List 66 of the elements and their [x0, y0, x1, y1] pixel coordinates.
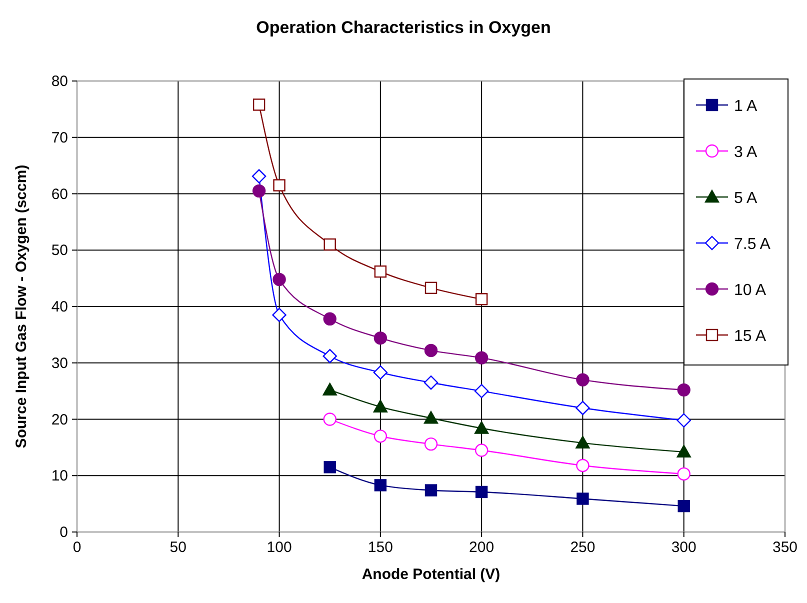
point: [273, 179, 286, 192]
point: [324, 461, 336, 474]
x-tick-label: 150: [368, 539, 393, 556]
x-tick-label: 350: [772, 539, 798, 556]
x-axis-title: Anode Potential (V): [362, 566, 500, 583]
point: [374, 479, 387, 492]
point: [374, 430, 388, 443]
point: [576, 373, 590, 386]
point: [576, 492, 589, 505]
point: [424, 411, 438, 424]
point: [424, 376, 438, 390]
point: [324, 238, 336, 251]
legend-label: 15 A: [734, 328, 766, 345]
point: [252, 98, 266, 111]
y-tick-label: 40: [51, 298, 68, 316]
y-tick-label: 50: [51, 242, 68, 260]
point: [474, 444, 488, 457]
point: [676, 444, 691, 458]
point: [322, 349, 337, 364]
x-tick-label: 200: [469, 539, 494, 556]
point: [677, 467, 690, 481]
x-tick-label: 300: [671, 539, 696, 556]
legend-label: 10 A: [734, 282, 766, 299]
point: [373, 365, 388, 380]
point: [373, 400, 388, 412]
x-tick-label: 50: [170, 539, 186, 556]
point: [576, 458, 590, 472]
point: [475, 293, 488, 306]
y-axis-title: Source Input Gas Flow - Oxygen (sccm): [13, 164, 30, 448]
point: [474, 384, 489, 398]
point: [322, 382, 337, 396]
point: [676, 413, 691, 428]
point: [474, 351, 488, 364]
x-tick-label: 0: [72, 539, 82, 556]
point: [252, 169, 266, 184]
point: [252, 184, 266, 198]
point: [474, 421, 489, 434]
point: [374, 331, 388, 345]
point: [576, 436, 590, 449]
x-tick-label: 100: [266, 539, 292, 556]
y-tick-label: 30: [51, 354, 68, 372]
point: [424, 344, 438, 358]
y-tick-label: 20: [51, 411, 68, 428]
legend-label: 5 A: [734, 190, 758, 207]
point: [323, 312, 336, 326]
y-tick-label: 60: [51, 186, 68, 203]
point: [678, 500, 690, 512]
point: [323, 412, 336, 426]
point: [424, 484, 438, 496]
point: [677, 383, 690, 397]
point: [272, 272, 286, 286]
point: [374, 265, 387, 278]
point: [576, 400, 590, 416]
y-tick-label: 0: [60, 524, 68, 541]
point: [475, 486, 488, 498]
legend-label: 7.5 A: [734, 236, 771, 253]
point: [424, 282, 438, 294]
chart-title: Operation Characteristics in Oxygen: [256, 18, 551, 37]
legend-label: 3 A: [734, 144, 758, 161]
y-tick-label: 10: [51, 468, 68, 485]
x-tick-label: 250: [570, 539, 596, 556]
y-tick-label: 70: [51, 129, 68, 146]
point: [272, 308, 286, 322]
point: [424, 437, 438, 451]
legend-label: 1 A: [734, 98, 758, 115]
y-tick-label: 80: [51, 73, 68, 90]
